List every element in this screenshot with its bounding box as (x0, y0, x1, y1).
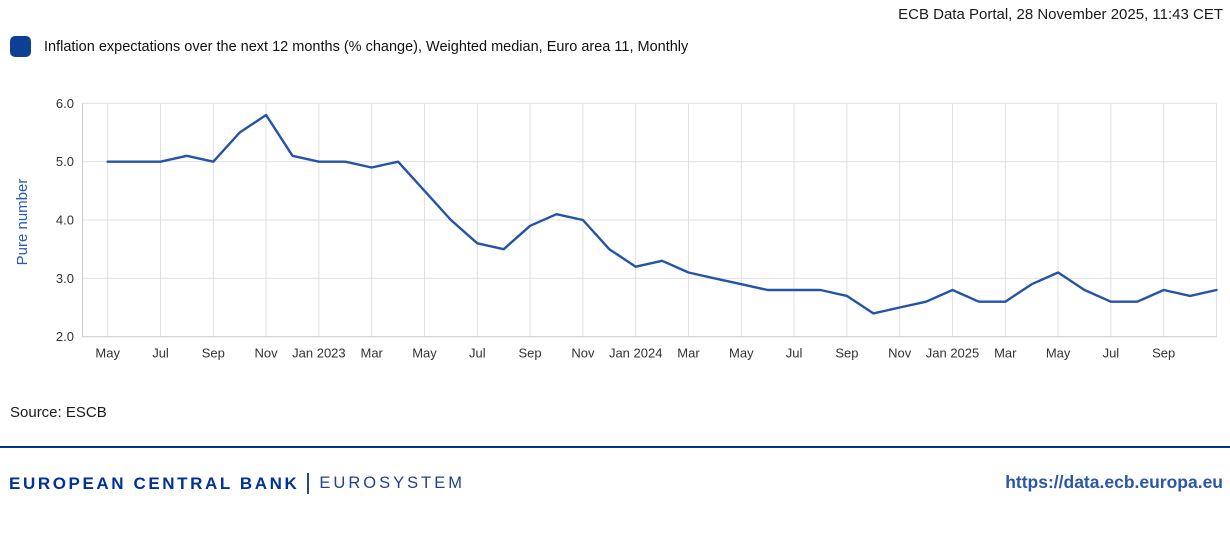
portal-timestamp: ECB Data Portal, 28 November 2025, 11:43… (898, 6, 1223, 23)
x-tick-label: Mar (994, 346, 1017, 361)
x-tick-label: Jul (786, 346, 803, 361)
y-tick-label: 3.0 (56, 271, 74, 286)
ecb-logo: EUROPEAN CENTRAL BANK EUROSYSTEM (9, 473, 465, 494)
x-tick-label: May (412, 346, 437, 361)
x-tick-label: Sep (1152, 346, 1175, 361)
x-tick-label: May (729, 346, 754, 361)
x-tick-label: Sep (835, 346, 858, 361)
x-tick-label: Jan 2024 (609, 346, 663, 361)
footer-divider (0, 446, 1230, 448)
x-tick-label: May (95, 346, 120, 361)
y-tick-label: 2.0 (56, 329, 74, 344)
x-tick-label: Jan 2023 (292, 346, 346, 361)
source-note: Source: ESCB (10, 404, 107, 421)
x-tick-label: Nov (571, 346, 595, 361)
chart-legend: Inflation expectations over the next 12 … (10, 36, 688, 57)
line-chart: 6.0 5.0 4.0 3.0 2.0 May Jul Sep Nov Jan 2023 Mar Ma… (14, 96, 1218, 361)
ecb-logo-divider (307, 473, 310, 494)
x-tick-label: Mar (361, 346, 384, 361)
x-tick-label: Jul (1103, 346, 1120, 361)
y-tick-label: 4.0 (56, 213, 74, 228)
y-tick-label: 5.0 (56, 154, 74, 169)
x-tick-label: Nov (888, 346, 912, 361)
series-legend-label: Inflation expectations over the next 12 … (44, 38, 689, 55)
y-tick-label: 6.0 (56, 96, 74, 111)
data-series-line (106, 113, 1218, 315)
x-tick-label: Jan 2025 (926, 346, 980, 361)
line-chart-canvas: 6.0 5.0 4.0 3.0 2.0 May Jul Sep Nov Jan 2023 Mar Ma… (14, 96, 1218, 361)
x-tick-label: Nov (255, 346, 279, 361)
series-color-swatch-icon (10, 36, 31, 57)
y-axis-title: Pure number (14, 179, 31, 266)
data-portal-url-link[interactable]: https://data.ecb.europa.eu (1005, 472, 1223, 492)
ecb-logo-primary-text: EUROPEAN CENTRAL BANK (9, 473, 300, 493)
x-tick-label: Sep (519, 346, 542, 361)
ecb-logo-secondary-text: EUROSYSTEM (319, 474, 465, 492)
x-tick-label: Jul (469, 346, 486, 361)
x-tick-label: Mar (677, 346, 700, 361)
x-tick-label: Jul (152, 346, 169, 361)
x-tick-label: Sep (202, 346, 225, 361)
x-tick-label: May (1046, 346, 1071, 361)
